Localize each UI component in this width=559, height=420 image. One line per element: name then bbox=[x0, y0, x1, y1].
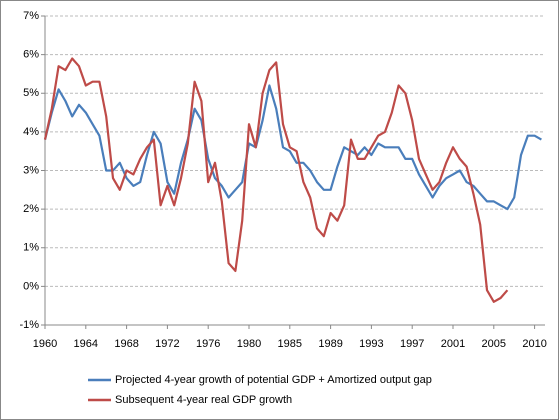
y-tick-label: 0% bbox=[23, 280, 39, 292]
x-tick-label: 1980 bbox=[237, 338, 261, 350]
series-line bbox=[43, 57, 509, 303]
x-tick-label: 1976 bbox=[196, 338, 220, 350]
x-tick-label: 1989 bbox=[318, 338, 342, 350]
y-tick-label: 1% bbox=[23, 242, 39, 254]
y-tick-label: 2% bbox=[23, 203, 39, 215]
x-tick-label: 1968 bbox=[114, 338, 138, 350]
x-tick-label: 1972 bbox=[155, 338, 179, 350]
y-tick-label: 6% bbox=[23, 49, 39, 61]
x-tick-label: 1997 bbox=[400, 338, 424, 350]
y-tick-label: -1% bbox=[19, 319, 39, 331]
x-tick-label: 1993 bbox=[359, 338, 383, 350]
x-tick-label: 1964 bbox=[74, 338, 98, 350]
series-line bbox=[43, 84, 542, 211]
x-tick-label: 2010 bbox=[522, 338, 546, 350]
x-tick-label: 1960 bbox=[33, 338, 57, 350]
y-tick-label: 3% bbox=[23, 164, 39, 176]
legend-label: Projected 4-year growth of potential GDP… bbox=[115, 374, 432, 386]
y-tick-label: 4% bbox=[23, 126, 39, 138]
x-tick-label: 1985 bbox=[278, 338, 302, 350]
y-tick-label: 5% bbox=[23, 87, 39, 99]
legend-label: Subsequent 4-year real GDP growth bbox=[115, 394, 292, 406]
y-tick-label: 7% bbox=[23, 10, 39, 22]
x-tick-label: 2005 bbox=[482, 338, 506, 350]
x-tick-label: 2001 bbox=[441, 338, 465, 350]
